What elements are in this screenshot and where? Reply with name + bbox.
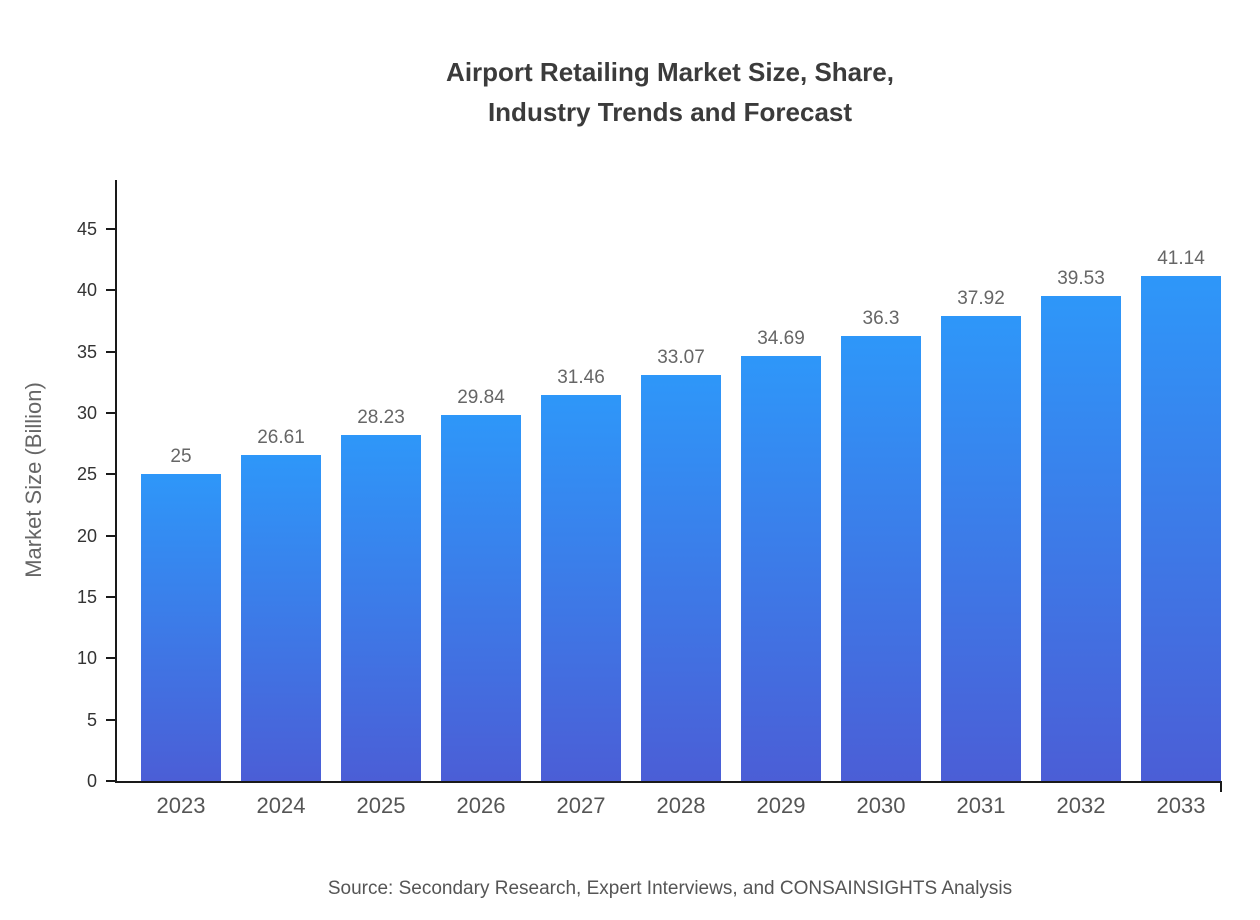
y-axis-tick: [106, 718, 115, 721]
y-axis-tick-label: 35: [76, 341, 97, 362]
bar-column: 34.69: [741, 328, 821, 781]
bar-column: 41.14: [1141, 248, 1221, 781]
bar-value-label: 31.46: [557, 367, 605, 389]
y-axis-tick-label: 30: [76, 403, 97, 424]
x-axis-tick-label: 2026: [456, 793, 506, 818]
bar-value-label: 28.23: [357, 406, 405, 428]
x-axis-tick-label: 2023: [156, 793, 206, 818]
bar-column: 31.46: [541, 367, 621, 781]
bar-column: 39.53: [1041, 268, 1121, 781]
y-axis-tick-label: 15: [76, 587, 97, 608]
bar-2024: [241, 454, 321, 781]
bar-column: 37.92: [941, 288, 1021, 781]
x-axis-tick-label: 2027: [556, 793, 606, 818]
x-axis-tick-label: 2031: [956, 793, 1006, 818]
bar-2031: [941, 315, 1021, 781]
bar-column: 33.07: [641, 347, 721, 781]
x-axis-end-tick: [1220, 783, 1222, 792]
x-axis-tick-label: 2030: [856, 793, 906, 818]
bar-2023: [141, 474, 221, 781]
x-axis-tick-label: 2032: [1056, 793, 1106, 818]
bar-value-label: 25: [170, 446, 192, 468]
bars-group: 25 26.61 28.23 29.84 31.46 33.07 34.69 36.3 37.9…: [117, 180, 1222, 781]
y-axis-tick-label: 40: [76, 280, 97, 301]
bar-value-label: 33.07: [657, 347, 705, 369]
source-note: Source: Secondary Research, Expert Inter…: [327, 878, 1013, 899]
bar-2028: [641, 375, 721, 781]
y-axis-tick-label: 5: [86, 709, 97, 730]
bar-value-label: 36.3: [862, 307, 900, 329]
y-axis-tick: [106, 534, 115, 537]
bar-2026: [441, 415, 521, 781]
plot-area: 0 5 10 15 20 25 30 35 40 45 25 26.61 28.23 29.84 31.4…: [77, 180, 1222, 818]
bar-2030: [841, 335, 921, 781]
chart-title: Airport Retailing Market Size, Share, In…: [80, 52, 1260, 132]
bar-column: 36.3: [841, 308, 921, 781]
y-axis-tick-label: 25: [76, 464, 97, 485]
x-axis-tick-label: 2028: [656, 793, 706, 818]
x-axis-tick-label: 2033: [1156, 793, 1206, 818]
x-axis-tick-label: 2025: [356, 793, 406, 818]
chart-title-line-2: Industry Trends and Forecast: [487, 97, 853, 127]
bar-value-label: 34.69: [757, 327, 805, 349]
bar-2032: [1041, 296, 1121, 781]
bar-2029: [741, 355, 821, 781]
y-axis-tick: [106, 228, 115, 231]
bar-column: 28.23: [341, 407, 421, 781]
y-axis-tick-label: 0: [86, 771, 97, 791]
bar-2027: [541, 395, 621, 781]
x-axis-tick-label: 2029: [756, 793, 806, 818]
y-axis-tick: [106, 596, 115, 599]
y-axis-tick-label: 10: [76, 648, 97, 669]
bar-value-label: 26.61: [257, 426, 305, 448]
y-axis-tick: [106, 657, 115, 660]
y-axis-tick: [106, 780, 115, 782]
bar-value-label: 41.14: [1157, 248, 1205, 270]
y-axis-tick: [106, 412, 115, 415]
bar-column: 25: [141, 446, 221, 781]
y-axis-tick: [106, 350, 115, 353]
chart-title-line-1: Airport Retailing Market Size, Share,: [446, 57, 894, 87]
y-axis-tick-label: 45: [76, 219, 97, 240]
bar-column: 29.84: [441, 387, 521, 781]
y-axis-tick: [106, 473, 115, 476]
y-axis-tick: [106, 289, 115, 292]
bar-value-label: 29.84: [457, 387, 505, 409]
bar-2033: [1141, 276, 1221, 781]
bar-value-label: 39.53: [1057, 268, 1105, 290]
y-axis-tick-label: 20: [76, 525, 97, 546]
bar-2025: [341, 434, 421, 781]
x-axis-tick-label: 2024: [256, 793, 306, 818]
bar-value-label: 37.92: [957, 287, 1005, 309]
x-axis-labels: 2023 2024 2025 2026 2027 2028 2029 2030 2031 2032…: [117, 793, 1222, 819]
bar-column: 26.61: [241, 427, 321, 781]
